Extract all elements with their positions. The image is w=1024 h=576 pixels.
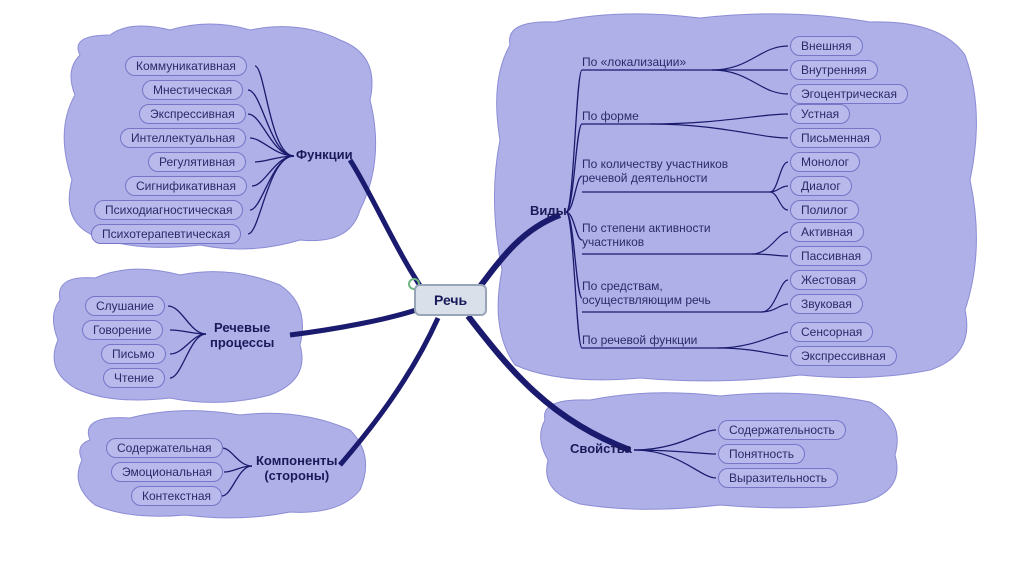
leaf-types-1-1: Письменная [790,128,881,148]
leaf-types-4-0: Жестовая [790,270,867,290]
branch-types: Виды [530,204,567,219]
leaf-types-2-0: Монолог [790,152,860,172]
leaf-types-2-1: Диалог [790,176,852,196]
leaf-properties-2: Выразительность [718,468,838,488]
center-outer: Речь [408,278,420,290]
sub-types-5: По речевой функции [582,334,697,348]
branch-components: Компоненты(стороны) [256,454,338,484]
center-node: Речь [414,284,487,316]
leaf-processes-3: Чтение [103,368,165,388]
leaf-types-2-2: Полилог [790,200,859,220]
leaf-types-4-1: Звуковая [790,294,863,314]
cloud-types [494,14,976,381]
sub-types-1: По форме [582,110,639,124]
leaf-functions-1: Мнестическая [142,80,243,100]
leaf-components-1: Эмоциональная [111,462,223,482]
leaf-functions-4: Регулятивная [148,152,246,172]
leaf-types-0-1: Внутренняя [790,60,878,80]
leaf-types-5-1: Экспрессивная [790,346,897,366]
leaf-functions-6: Психодиагностическая [94,200,243,220]
leaf-processes-0: Слушание [85,296,165,316]
branch-properties: Свойства [570,442,632,457]
leaf-functions-7: Психотерапевтическая [91,224,241,244]
leaf-components-0: Содержательная [106,438,223,458]
leaf-types-0-2: Эгоцентрическая [790,84,908,104]
leaf-functions-2: Экспрессивная [139,104,246,124]
leaf-components-2: Контекстная [131,486,222,506]
branch-functions: Функции [296,148,353,163]
sub-types-0: По «локализации» [582,56,686,70]
leaf-functions-5: Сигнификативная [125,176,247,196]
leaf-properties-0: Содержательность [718,420,846,440]
leaf-processes-1: Говорение [82,320,163,340]
leaf-types-0-0: Внешняя [790,36,863,56]
leaf-types-5-0: Сенсорная [790,322,873,342]
leaf-types-3-0: Активная [790,222,864,242]
leaf-properties-1: Понятность [718,444,805,464]
leaf-types-1-0: Устная [790,104,850,124]
leaf-processes-2: Письмо [101,344,166,364]
sub-types-3: По степени активности участников [582,222,752,250]
branch-processes: Речевыепроцессы [210,321,274,351]
sub-types-2: По количеству участников речевой деятель… [582,158,772,186]
leaf-types-3-1: Пассивная [790,246,872,266]
leaf-functions-3: Интеллектуальная [120,128,246,148]
leaf-functions-0: Коммуникативная [125,56,247,76]
sub-types-4: По средствам, осуществляющим речь [582,280,762,308]
